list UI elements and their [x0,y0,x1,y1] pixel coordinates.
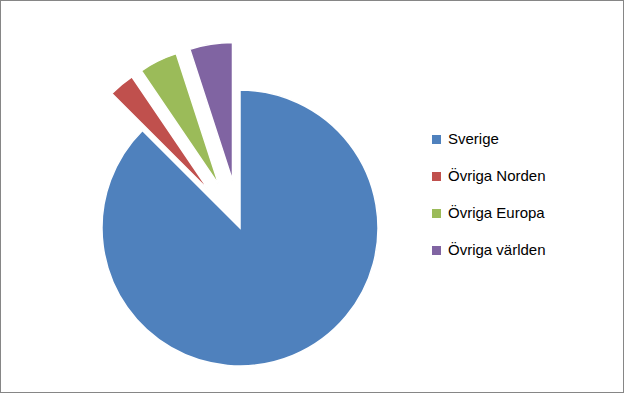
chart: Sverige Övriga Norden Övriga Europa Övriga … [0,0,624,393]
legend-swatch [432,209,441,218]
legend-label: Övriga Norden [448,167,546,184]
legend-swatch [432,246,441,255]
chart-frame [1,1,624,393]
legend-label: Sverige [448,130,499,147]
pie-slice [102,90,378,366]
legend-swatch [432,135,441,144]
legend-label: Övriga Europa [448,204,545,221]
legend: Sverige Övriga Norden Övriga Europa Övriga … [432,130,546,258]
pie-slice [190,43,233,181]
legend-label: Övriga världen [448,241,546,258]
pie [102,43,378,366]
legend-swatch [432,172,441,181]
